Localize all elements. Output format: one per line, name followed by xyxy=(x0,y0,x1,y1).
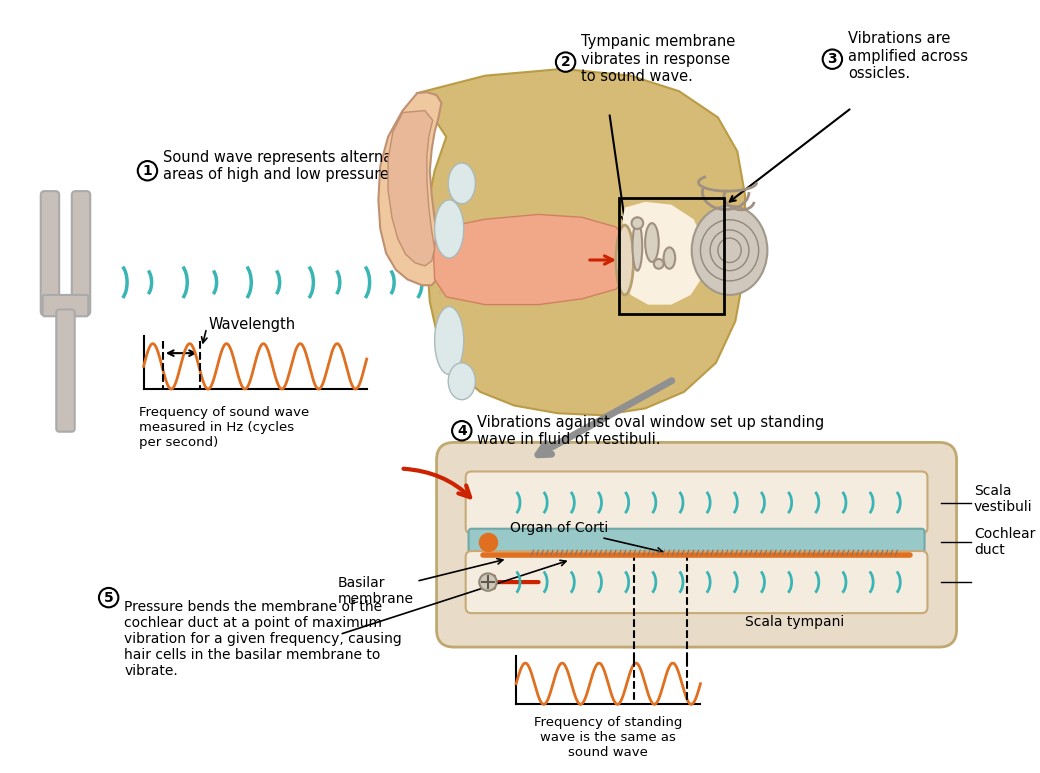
Text: Scala
vestibuli: Scala vestibuli xyxy=(974,484,1033,514)
Circle shape xyxy=(823,49,842,69)
Ellipse shape xyxy=(692,206,768,295)
Ellipse shape xyxy=(435,307,464,374)
Ellipse shape xyxy=(448,163,475,204)
Circle shape xyxy=(452,421,471,441)
Ellipse shape xyxy=(448,363,475,400)
Polygon shape xyxy=(434,214,628,305)
Circle shape xyxy=(99,588,119,608)
Text: Basilar
membrane: Basilar membrane xyxy=(338,559,503,607)
Polygon shape xyxy=(379,92,441,285)
Circle shape xyxy=(137,161,157,180)
Text: Organ of Corti: Organ of Corti xyxy=(511,521,662,553)
Text: Cochlear
duct: Cochlear duct xyxy=(974,527,1036,557)
Circle shape xyxy=(479,574,497,591)
FancyBboxPatch shape xyxy=(43,295,88,316)
Ellipse shape xyxy=(645,223,658,262)
Bar xyxy=(619,198,724,315)
Text: 2: 2 xyxy=(561,55,571,69)
FancyBboxPatch shape xyxy=(469,529,925,556)
Text: Tympanic membrane
vibrates in response
to sound wave.: Tympanic membrane vibrates in response t… xyxy=(581,34,735,84)
Polygon shape xyxy=(417,69,745,415)
Text: 3: 3 xyxy=(828,53,837,66)
FancyBboxPatch shape xyxy=(41,191,59,315)
Ellipse shape xyxy=(435,200,464,258)
Text: Pressure bends the membrane of the
cochlear duct at a point of maximum
vibration: Pressure bends the membrane of the cochl… xyxy=(124,600,401,679)
Text: Sound wave represents alternating
areas of high and low pressure.: Sound wave represents alternating areas … xyxy=(163,150,421,182)
Ellipse shape xyxy=(631,217,643,229)
FancyBboxPatch shape xyxy=(466,551,928,613)
Text: Scala tympani: Scala tympani xyxy=(745,615,844,629)
FancyBboxPatch shape xyxy=(437,442,957,647)
Ellipse shape xyxy=(632,222,643,271)
Polygon shape xyxy=(388,111,435,266)
Text: Vibrations against oval window set up standing
wave in fluid of vestibuli.: Vibrations against oval window set up st… xyxy=(477,414,825,447)
Text: Wavelength: Wavelength xyxy=(209,316,295,332)
Ellipse shape xyxy=(616,225,633,295)
FancyBboxPatch shape xyxy=(466,472,928,533)
Polygon shape xyxy=(623,202,706,305)
Text: Frequency of standing
wave is the same as
sound wave: Frequency of standing wave is the same a… xyxy=(535,716,682,759)
Text: 5: 5 xyxy=(104,591,113,604)
Ellipse shape xyxy=(664,247,675,269)
Ellipse shape xyxy=(654,259,664,269)
Text: 1: 1 xyxy=(142,164,152,178)
Text: Vibrations are
amplified across
ossicles.: Vibrations are amplified across ossicles… xyxy=(848,32,968,81)
FancyBboxPatch shape xyxy=(56,309,75,431)
FancyBboxPatch shape xyxy=(72,191,90,315)
Circle shape xyxy=(556,53,575,72)
Text: Frequency of sound wave
measured in Hz (cycles
per second): Frequency of sound wave measured in Hz (… xyxy=(138,407,309,449)
Text: 4: 4 xyxy=(457,424,467,438)
